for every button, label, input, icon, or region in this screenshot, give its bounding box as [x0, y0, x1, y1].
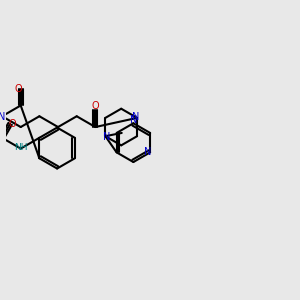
- Text: O: O: [8, 119, 16, 129]
- Text: N: N: [130, 115, 137, 125]
- Text: O: O: [15, 84, 22, 94]
- Text: N: N: [0, 112, 6, 122]
- Text: O: O: [92, 101, 99, 111]
- Text: N: N: [103, 132, 110, 142]
- Text: NH: NH: [14, 143, 28, 152]
- Text: N: N: [132, 112, 140, 122]
- Text: N: N: [143, 147, 151, 158]
